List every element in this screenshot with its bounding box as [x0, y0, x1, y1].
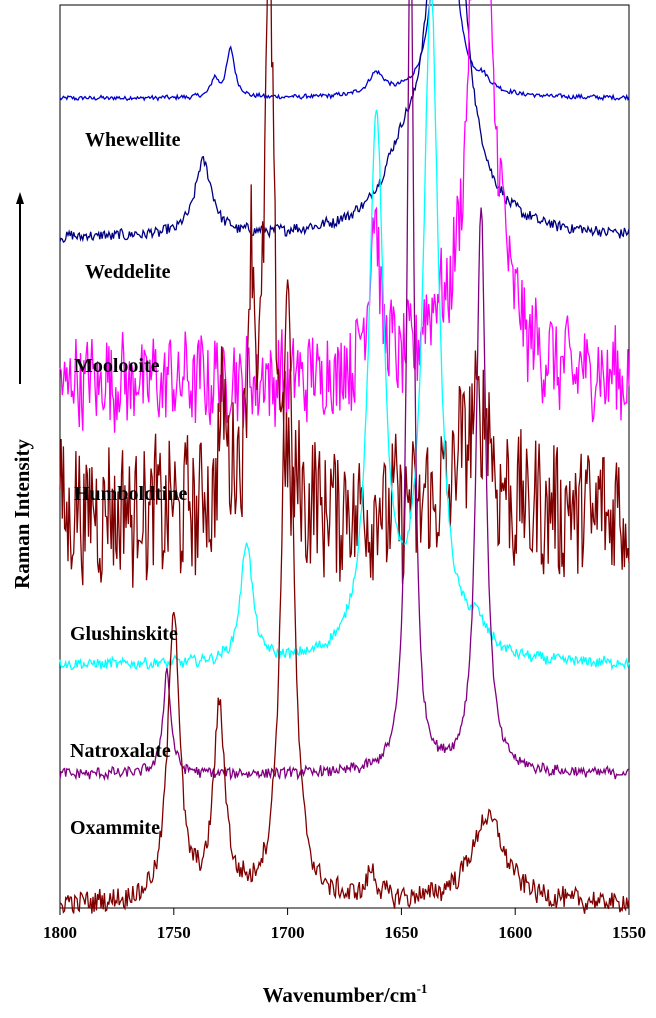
x-tick-label: 1650 [384, 923, 418, 942]
x-axis-label: Wavenumber/cm-1 [263, 981, 428, 1007]
x-tick-layer: 1800 1750 1700 1650 1600 1550 [43, 908, 646, 942]
series-label-layer: Whewellite Weddelite Moolooite Humboldtine G… [70, 129, 187, 839]
spectrum-line-oxammite [59, 279, 630, 914]
series-label-glushinskite: Glushinskite [70, 623, 178, 645]
series-label-whewellite: Whewellite [85, 129, 181, 151]
series-label-moolooite: Moolooite [74, 355, 160, 377]
spectrum-line-whewellite [59, 0, 630, 102]
series-label-oxammite: Oxammite [70, 817, 160, 839]
series-label-natroxalate: Natroxalate [70, 740, 171, 762]
x-tick-label: 1700 [271, 923, 305, 942]
spectrum-line-glushinskite [59, 0, 630, 671]
series-layer [59, 0, 630, 914]
x-axis-label-superscript: -1 [417, 981, 428, 996]
spectrum-line-moolooite [59, 0, 630, 433]
x-tick-label: 1600 [498, 923, 532, 942]
y-axis-label: Raman Intensity [10, 439, 34, 589]
spectrum-line-weddelite [59, 0, 630, 244]
spectrum-line-natroxalate [59, 0, 630, 781]
series-label-humboldtine: Humboldtine [74, 483, 187, 505]
y-axis-arrow-head [16, 192, 24, 204]
x-tick-label: 1550 [612, 923, 646, 942]
x-tick-label: 1800 [43, 923, 77, 942]
plot-frame [59, 4, 630, 909]
series-label-weddelite: Weddelite [85, 261, 171, 283]
x-tick-label: 1750 [157, 923, 191, 942]
spectrum-line-humboldtine [59, 0, 630, 588]
